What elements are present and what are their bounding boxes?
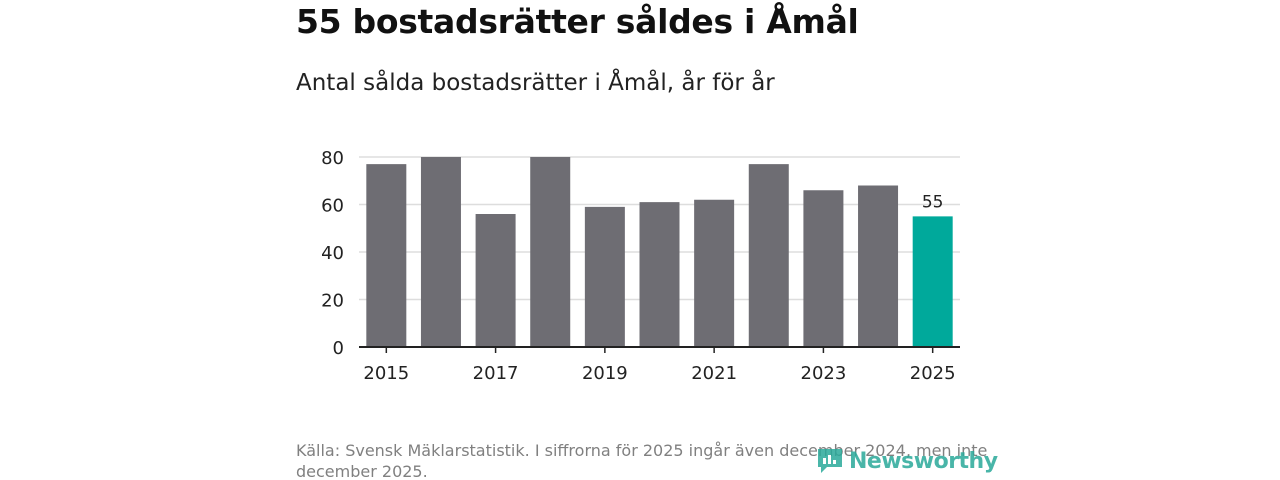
chart-subtitle: Antal sålda bostadsrätter i Åmål, år för… — [296, 70, 775, 96]
y-tick-label: 60 — [321, 196, 344, 217]
newsworthy-logo: Newsworthy — [815, 446, 998, 476]
bar-2016 — [420, 157, 461, 347]
bar-2018 — [530, 157, 571, 347]
y-tick-label: 80 — [321, 148, 344, 169]
x-axis-ticks: 2015 2017 2019 2021 2023 2025 — [363, 347, 956, 384]
bar-2024 — [858, 185, 899, 347]
data-label-2025: 55 — [922, 192, 944, 212]
x-tick-label: 2017 — [473, 363, 519, 384]
data-labels: 55 — [922, 192, 944, 212]
bar-2025 — [912, 216, 953, 347]
newsworthy-logo-icon — [818, 449, 842, 473]
bar-2022 — [748, 164, 789, 347]
bar-2021 — [694, 199, 735, 347]
bar-2017 — [475, 214, 516, 347]
y-tick-label: 40 — [321, 243, 344, 264]
bar-chart: 0 20 40 60 80 2015 2017 2019 2021 2023 2025 55 — [321, 148, 960, 384]
x-tick-label: 2021 — [691, 363, 737, 384]
source-note: Källa: Svensk Mäklarstatistik. I siffror… — [296, 441, 988, 480]
y-tick-label: 0 — [333, 338, 344, 359]
bars — [366, 157, 953, 347]
y-axis-ticks: 0 20 40 60 80 — [321, 148, 344, 359]
bar-2019 — [584, 206, 625, 347]
bar-2020 — [639, 202, 680, 347]
bar-2023 — [803, 190, 844, 347]
x-tick-label: 2019 — [582, 363, 628, 384]
x-tick-label: 2015 — [363, 363, 409, 384]
chart-title: 55 bostadsrätter såldes i Åmål — [296, 2, 859, 41]
x-tick-label: 2025 — [910, 363, 956, 384]
x-tick-label: 2023 — [801, 363, 847, 384]
bar-2015 — [366, 164, 407, 347]
y-tick-label: 20 — [321, 291, 344, 312]
newsworthy-logo-text: Newsworthy — [849, 448, 998, 474]
